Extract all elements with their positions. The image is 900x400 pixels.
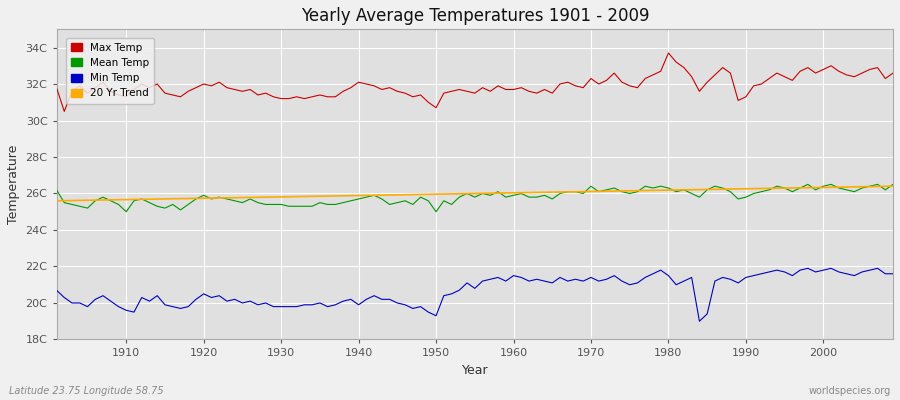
Title: Yearly Average Temperatures 1901 - 2009: Yearly Average Temperatures 1901 - 2009 (301, 7, 649, 25)
Text: worldspecies.org: worldspecies.org (809, 386, 891, 396)
Y-axis label: Temperature: Temperature (7, 145, 20, 224)
Legend: Max Temp, Mean Temp, Min Temp, 20 Yr Trend: Max Temp, Mean Temp, Min Temp, 20 Yr Tre… (66, 38, 154, 104)
Text: Latitude 23.75 Longitude 58.75: Latitude 23.75 Longitude 58.75 (9, 386, 164, 396)
X-axis label: Year: Year (462, 364, 488, 377)
